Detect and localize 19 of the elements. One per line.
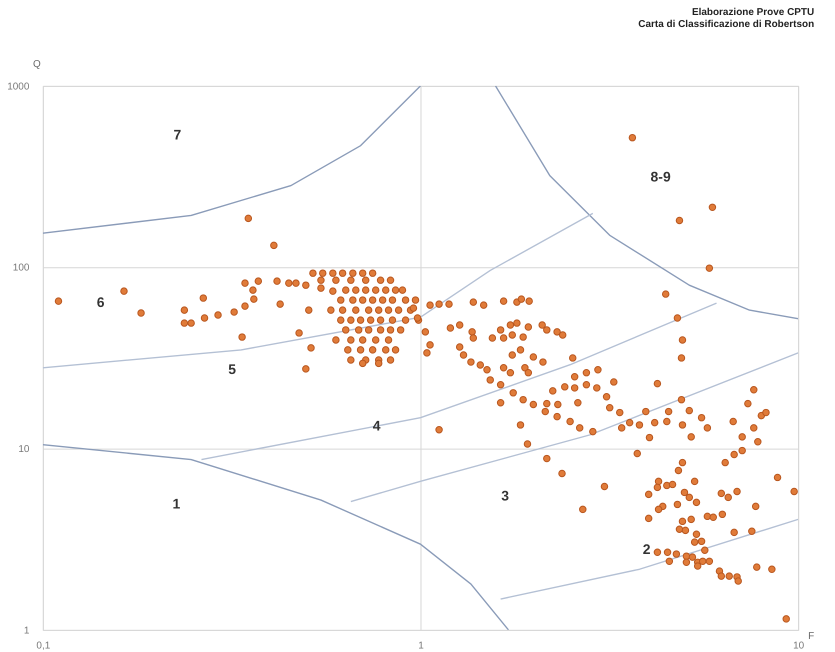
y-tick-label: 10 [18,444,30,456]
annotation: 5 [228,360,236,377]
annotation: 3 [501,487,510,504]
chart-subtitle: Carta di Classificazione di Robertson [638,19,814,30]
x-tick-label: 0,1 [36,640,51,652]
y-tick-label: 1000 [7,81,30,92]
annotation: 4 [372,418,381,434]
annotation: 6 [96,294,105,310]
y-axis-title: Q [32,58,41,70]
annotation: 7 [173,126,182,143]
y-tick-label: 100 [12,262,30,274]
x-axis-title: F [808,630,814,642]
x-tick-label: 10 [793,640,805,652]
annotation: 8-9 [650,168,671,185]
annotation: 1 [172,495,180,512]
x-tick-label: 1 [418,640,424,652]
annotation: 2 [642,541,651,558]
y-tick-label: 1 [24,625,30,636]
chart-title: Elaborazione Prove CPTU [692,7,814,18]
